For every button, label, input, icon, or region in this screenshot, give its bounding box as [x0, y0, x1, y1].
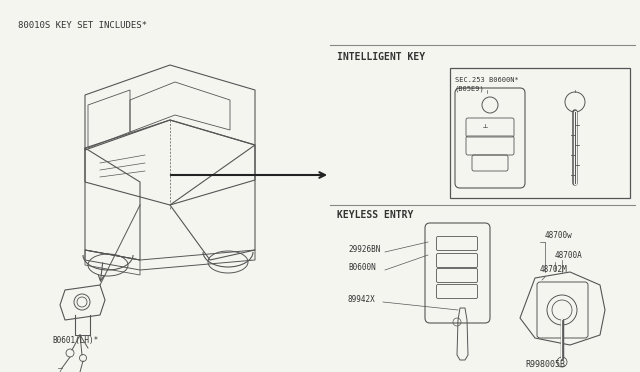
Text: 80010S KEY SET INCLUDES*: 80010S KEY SET INCLUDES*	[18, 21, 147, 30]
Text: 89942X: 89942X	[348, 295, 376, 304]
Text: 48700A: 48700A	[555, 251, 583, 260]
Text: 29926BN: 29926BN	[348, 245, 380, 254]
Text: 48700w: 48700w	[545, 231, 573, 240]
Text: B0600N: B0600N	[348, 263, 376, 272]
Text: INTELLIGENT KEY: INTELLIGENT KEY	[337, 52, 425, 62]
Text: B0601(LH)*: B0601(LH)*	[52, 336, 99, 345]
Text: 48702M: 48702M	[540, 265, 568, 274]
Text: SEC.253 B0600N*: SEC.253 B0600N*	[455, 77, 519, 83]
Text: KEYLESS ENTRY: KEYLESS ENTRY	[337, 210, 413, 220]
Text: (B05E9): (B05E9)	[455, 85, 484, 92]
Text: R998005B: R998005B	[525, 360, 565, 369]
Bar	[450, 68, 630, 198]
